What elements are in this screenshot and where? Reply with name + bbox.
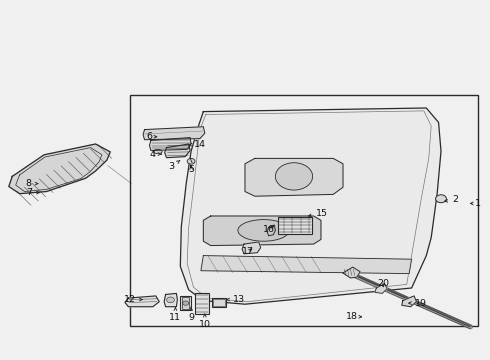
Circle shape [275,163,313,190]
FancyBboxPatch shape [182,297,189,309]
Text: 17: 17 [242,248,253,256]
Text: 5: 5 [188,165,194,174]
Polygon shape [180,108,441,304]
Polygon shape [242,242,261,254]
Text: 7: 7 [26,188,39,197]
Text: 8: 8 [25,179,38,188]
Polygon shape [164,293,177,307]
Polygon shape [375,284,387,293]
Ellipse shape [238,220,290,241]
Polygon shape [245,158,343,196]
Text: 10: 10 [199,314,211,329]
Text: 6: 6 [147,132,157,141]
Polygon shape [143,127,205,140]
FancyBboxPatch shape [213,299,225,306]
Bar [130,95,478,326]
Circle shape [167,297,174,303]
Text: 11: 11 [170,307,181,322]
Circle shape [436,195,446,203]
Text: 16: 16 [263,225,274,234]
Polygon shape [402,296,416,307]
Circle shape [187,158,195,164]
FancyBboxPatch shape [212,298,226,307]
Text: 13: 13 [227,295,245,304]
Text: 14: 14 [188,140,206,149]
Text: 12: 12 [124,295,142,304]
Text: 18: 18 [346,312,362,321]
Polygon shape [201,256,412,274]
Polygon shape [267,225,275,236]
Polygon shape [125,296,159,307]
Polygon shape [343,267,360,278]
FancyBboxPatch shape [180,296,191,310]
Text: 9: 9 [188,307,194,322]
Polygon shape [149,138,191,150]
Text: 19: 19 [409,299,427,307]
FancyBboxPatch shape [278,217,312,234]
Text: 4: 4 [150,150,162,158]
Text: 15: 15 [309,209,328,217]
Circle shape [183,301,189,305]
Polygon shape [9,144,110,194]
Text: 1: 1 [470,199,481,208]
Polygon shape [203,216,321,246]
Text: 3: 3 [169,161,180,171]
Ellipse shape [153,149,162,154]
Text: 2: 2 [445,195,459,204]
Text: 20: 20 [377,279,389,288]
FancyBboxPatch shape [195,293,209,314]
Polygon shape [165,144,190,158]
